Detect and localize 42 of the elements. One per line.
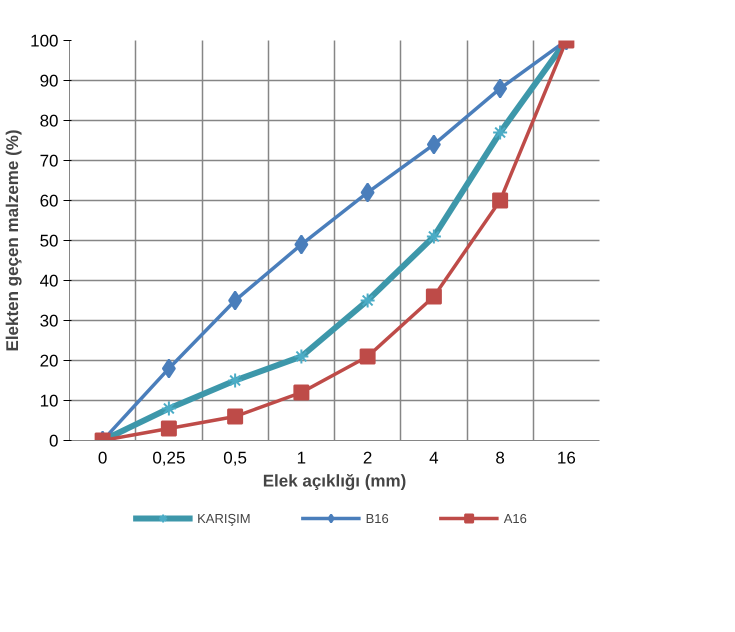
- legend-label: KARIŞIM: [197, 510, 251, 526]
- point: [360, 182, 375, 202]
- x-tick-label: 16: [556, 448, 576, 468]
- y-tick-label: 0: [49, 432, 59, 450]
- y-tick-label: 60: [40, 192, 59, 210]
- y-tick-label: 40: [40, 272, 59, 290]
- point: [160, 400, 177, 416]
- x-tick-label: 4: [429, 448, 439, 468]
- point: [294, 234, 308, 254]
- y-tick-label: 10: [40, 392, 59, 410]
- x-tick-label: 8: [495, 448, 505, 468]
- y-axis-title: Elekten geçen malzeme (%): [3, 129, 22, 352]
- legend-label: A16: [504, 510, 527, 526]
- point: [293, 348, 310, 364]
- y-tick-label: 50: [40, 232, 59, 250]
- point: [426, 134, 441, 154]
- x-tick-label: 0,5: [223, 448, 247, 468]
- point: [360, 348, 376, 364]
- x-tick-label: 0,25: [152, 448, 186, 468]
- point: [293, 384, 310, 400]
- x-tick-label: 1: [296, 448, 306, 468]
- x-tick-label: 2: [362, 448, 372, 468]
- point: [162, 358, 176, 378]
- y-tick-label: 100: [30, 32, 59, 50]
- point: [228, 290, 242, 310]
- point: [227, 408, 244, 424]
- y-tick-label: 80: [40, 112, 59, 130]
- point: [360, 292, 376, 308]
- legend-label: B16: [366, 510, 389, 526]
- y-tick-label: 90: [40, 72, 59, 90]
- x-axis-title: Elek açıklığı (mm): [262, 472, 406, 490]
- point: [160, 420, 177, 436]
- point: [492, 192, 508, 208]
- point: [492, 124, 508, 140]
- y-tick-label: 20: [40, 352, 59, 370]
- point: [426, 288, 442, 304]
- point: [493, 78, 508, 98]
- y-tick-label: 30: [40, 312, 59, 330]
- x-tick-label: 0: [98, 448, 108, 468]
- point: [426, 228, 442, 244]
- point: [227, 372, 244, 388]
- y-tick-label: 70: [40, 152, 59, 170]
